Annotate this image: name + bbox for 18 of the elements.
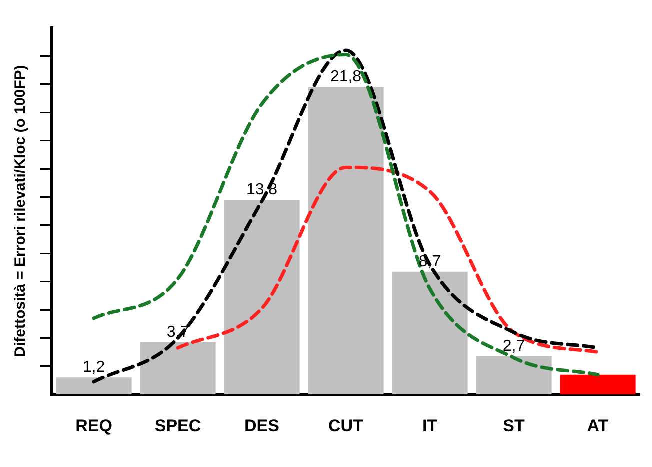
bar xyxy=(308,87,384,395)
bar xyxy=(56,378,132,395)
x-tick-label: SPEC xyxy=(154,416,202,436)
bar xyxy=(476,356,552,395)
bar xyxy=(392,272,468,395)
data-label: 1,2 xyxy=(82,359,106,376)
x-tick-label: ST xyxy=(503,416,526,436)
data-label: 2,7 xyxy=(502,338,526,355)
x-tick-label: REQ xyxy=(76,416,112,436)
bar xyxy=(560,374,636,395)
data-label: 21,8 xyxy=(330,68,362,86)
x-tick-label: DES xyxy=(244,416,280,436)
x-tick-label: IT xyxy=(422,416,438,436)
x-tick-label: AT xyxy=(587,416,610,436)
y-axis-title: Difettosità = Errori rilevati/Kloc (o 100FP) xyxy=(12,65,30,358)
bar xyxy=(140,342,216,395)
bar xyxy=(224,200,300,395)
x-tick-label: CUT xyxy=(328,416,364,436)
